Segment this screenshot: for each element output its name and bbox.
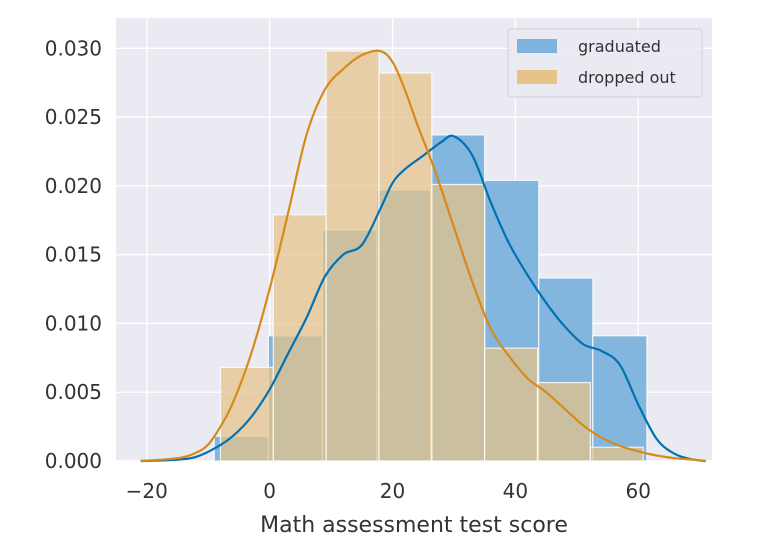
kde-line-dropped-out (140, 49, 707, 463)
y-tick-label: 0.020 (45, 174, 102, 198)
x-tick-labels: −20 0 20 40 60 (126, 479, 651, 503)
legend: graduated dropped out (507, 28, 703, 98)
bar-dropped-out (378, 72, 433, 462)
x-tick-label: 60 (626, 479, 651, 503)
x-axis-title: Math assessment test score (260, 513, 568, 538)
kde-curves (140, 49, 707, 463)
bar-dropped-out (589, 446, 644, 462)
y-tick-label: 0.025 (45, 105, 102, 129)
x-tick-label: 20 (380, 479, 405, 503)
y-tick-label: 0.010 (45, 311, 102, 335)
bar-graduated (592, 335, 648, 462)
x-tick-label: 40 (503, 479, 528, 503)
bar-dropped-out (272, 214, 327, 462)
legend-label-dropped-out: dropped out (578, 68, 676, 87)
y-tick-label: 0.005 (45, 380, 102, 404)
y-tick-label: 0.000 (45, 449, 102, 473)
bar-dropped-out (219, 366, 274, 462)
x-tick-label: −20 (126, 479, 168, 503)
bar-dropped-out (325, 50, 380, 462)
bar-dropped-out (484, 347, 539, 462)
kde-line-graduated (140, 134, 707, 463)
legend-label-graduated: graduated (578, 37, 661, 56)
histogram-bars (213, 50, 648, 462)
y-tick-label: 0.030 (45, 36, 102, 60)
y-tick-labels: 0.000 0.005 0.010 0.015 0.020 0.025 0.030 (45, 36, 102, 473)
y-tick-label: 0.015 (45, 243, 102, 267)
bar-dropped-out (431, 183, 486, 462)
bar-dropped-out (536, 381, 591, 462)
legend-swatch-dropped-out (517, 70, 557, 84)
x-tick-label: 0 (263, 479, 276, 503)
legend-swatch-graduated (517, 39, 557, 53)
